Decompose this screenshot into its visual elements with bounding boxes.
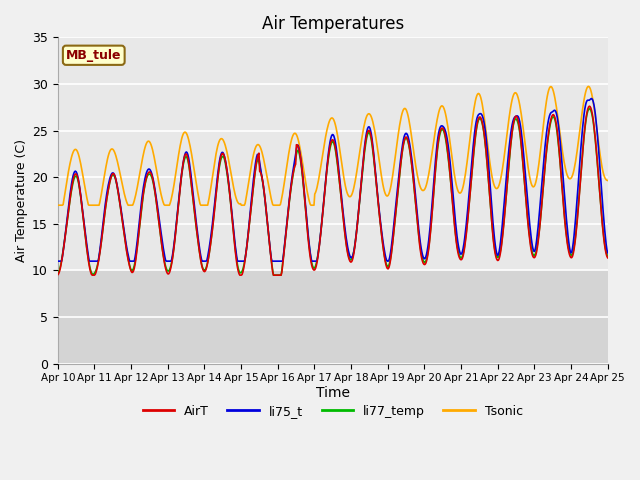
Tsonic — [54, 202, 61, 208]
li75_t — [416, 233, 424, 239]
Tsonic — [416, 182, 424, 188]
AirT — [206, 246, 214, 252]
Line: Tsonic: Tsonic — [58, 86, 608, 205]
li75_t — [205, 245, 213, 251]
Tsonic — [64, 173, 72, 179]
Tsonic — [399, 107, 407, 112]
AirT — [121, 238, 129, 244]
li77_temp — [176, 185, 184, 191]
AirT — [177, 178, 185, 183]
Tsonic — [205, 195, 213, 201]
li75_t — [588, 96, 595, 101]
li77_temp — [401, 138, 408, 144]
Title: Air Temperatures: Air Temperatures — [262, 15, 404, 33]
Line: li77_temp: li77_temp — [58, 109, 608, 275]
li75_t — [604, 250, 612, 256]
AirT — [64, 214, 72, 220]
AirT — [604, 255, 612, 261]
li75_t — [120, 229, 128, 235]
AirT — [401, 137, 408, 143]
li77_temp — [120, 232, 128, 238]
li77_temp — [417, 244, 424, 250]
AirT — [54, 272, 61, 278]
AirT — [417, 247, 424, 253]
Tsonic — [120, 191, 128, 197]
Line: AirT: AirT — [58, 106, 608, 275]
li75_t — [54, 258, 61, 264]
Y-axis label: Air Temperature (C): Air Temperature (C) — [15, 139, 28, 262]
li75_t — [399, 137, 407, 143]
AirT — [88, 272, 96, 278]
AirT — [586, 103, 593, 109]
li77_temp — [604, 253, 612, 259]
li77_temp — [205, 251, 213, 256]
Legend: AirT, li75_t, li77_temp, Tsonic: AirT, li75_t, li77_temp, Tsonic — [138, 400, 528, 423]
li77_temp — [586, 106, 593, 112]
Bar — [58, 270, 608, 364]
Tsonic — [176, 143, 184, 149]
li77_temp — [64, 214, 72, 220]
li75_t — [64, 211, 72, 216]
li75_t — [176, 183, 184, 189]
Line: li75_t: li75_t — [58, 98, 608, 261]
Text: MB_tule: MB_tule — [66, 49, 122, 62]
Tsonic — [585, 84, 593, 89]
li77_temp — [269, 272, 277, 278]
X-axis label: Time: Time — [316, 386, 349, 400]
Tsonic — [604, 178, 612, 183]
li77_temp — [54, 270, 61, 276]
